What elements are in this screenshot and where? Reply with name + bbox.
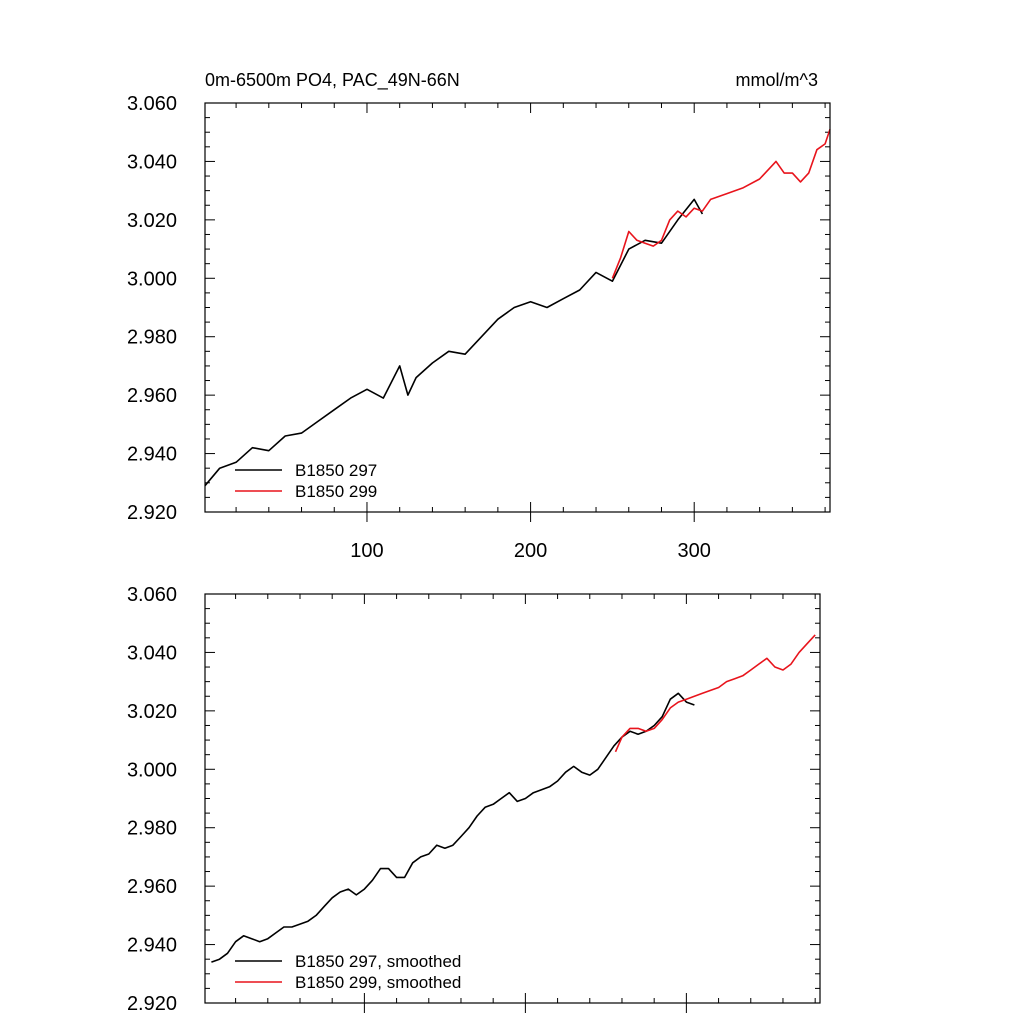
series-lines-top	[204, 129, 831, 487]
y-tick-label: 2.940	[127, 444, 177, 466]
legend-label-299-smoothed: B1850 299, smoothed	[295, 973, 461, 992]
plot-frame-top	[204, 102, 831, 513]
legend-bottom: B1850 297, smoothed B1850 299, smoothed	[235, 952, 461, 992]
axes-bottom: 3.060 3.040 3.020 3.000 2.980 2.960 2.940 2.920	[127, 584, 820, 1015]
units-label: mmol/m^3	[736, 70, 818, 90]
y-tick-label: 2.940	[127, 935, 177, 957]
series-line-b1850-299	[611, 129, 831, 279]
x-tick-label: 200	[514, 540, 547, 562]
plot-frame-bottom	[204, 593, 821, 1004]
chart-title: 0m-6500m PO4, PAC_49N-66N	[205, 70, 460, 91]
series-line-b1850-297	[211, 692, 695, 963]
legend-label-299: B1850 299	[295, 482, 377, 501]
y-tick-label: 3.020	[127, 701, 177, 723]
x-tick-label: 100	[350, 540, 383, 562]
panel-bottom: 3.060 3.040 3.020 3.000 2.980 2.960 2.940 2.920…	[127, 584, 821, 1015]
y-tick-label: 3.040	[127, 151, 177, 173]
y-tick-label: 3.040	[127, 642, 177, 664]
y-tick-label: 3.000	[127, 268, 177, 290]
y-tick-label: 3.060	[127, 93, 177, 115]
y-tick-label: 2.920	[127, 993, 177, 1015]
y-tick-label: 2.960	[127, 876, 177, 898]
axes-top: 3.060 3.040 3.020 3.000 2.980 2.960 2.940 2.920…	[127, 93, 830, 562]
y-tick-label: 3.060	[127, 584, 177, 606]
legend-label-297: B1850 297	[295, 461, 377, 480]
y-tick-label: 3.000	[127, 759, 177, 781]
y-tick-label: 2.960	[127, 385, 177, 407]
series-line-b1850-299	[614, 634, 816, 753]
y-tick-label: 3.020	[127, 210, 177, 232]
y-tick-label: 2.980	[127, 327, 177, 349]
series-lines-bottom	[211, 634, 816, 963]
series-line-b1850-297	[204, 198, 704, 487]
panel-top: 0m-6500m PO4, PAC_49N-66N mmol/m^3 3.060…	[127, 70, 831, 562]
y-tick-label: 2.980	[127, 818, 177, 840]
y-tick-label: 2.920	[127, 502, 177, 524]
x-tick-label: 300	[678, 540, 711, 562]
legend-top: B1850 297 B1850 299	[235, 461, 377, 501]
legend-label-297-smoothed: B1850 297, smoothed	[295, 952, 461, 971]
